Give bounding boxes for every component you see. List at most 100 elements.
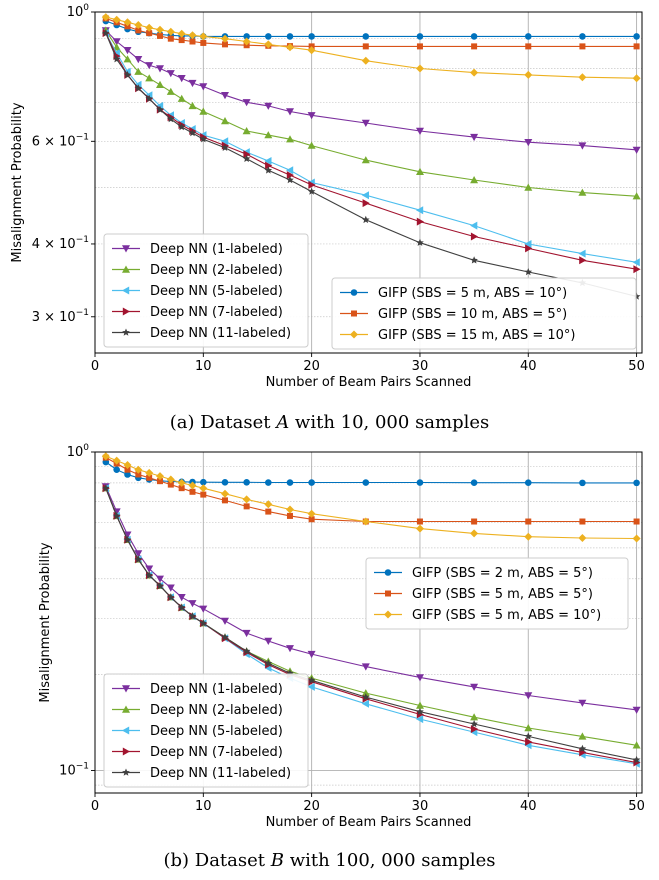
data-point	[264, 637, 273, 645]
data-point	[578, 744, 587, 752]
data-point	[361, 663, 370, 671]
legend-label: Deep NN (11-labeled)	[150, 326, 291, 341]
data-point	[265, 479, 272, 486]
data-point	[361, 56, 370, 65]
series-line	[105, 457, 637, 523]
data-point	[177, 478, 186, 487]
data-point	[102, 29, 110, 37]
data-point	[178, 37, 185, 44]
data-point	[286, 43, 294, 52]
data-point	[242, 127, 251, 135]
data-point	[470, 33, 478, 40]
data-point	[361, 156, 370, 164]
data-point	[470, 725, 479, 733]
data-point	[286, 505, 294, 514]
data-point	[221, 137, 229, 146]
data-point	[416, 127, 424, 135]
data-point	[221, 633, 229, 641]
data-point	[199, 32, 208, 41]
data-point	[124, 23, 131, 30]
data-point	[166, 70, 175, 78]
data-point	[264, 166, 273, 174]
data-point	[632, 192, 641, 200]
series-line	[105, 32, 637, 263]
data-point	[221, 92, 229, 100]
data-point	[199, 605, 208, 613]
data-point	[200, 39, 207, 46]
data-point	[112, 38, 121, 46]
data-point	[242, 629, 251, 638]
legend-center-right: GIFP (SBS = 2 m, ABS = 5°) GIFP (SBS = 5 …	[365, 557, 629, 630]
legend-marker	[122, 245, 130, 253]
data-point	[123, 55, 132, 63]
data-point	[221, 143, 229, 151]
caption-b-suffix: with 100, 000 samples	[283, 850, 496, 871]
data-point	[221, 497, 228, 504]
legend-box	[365, 557, 629, 630]
legend-lower-left: Deep NN (1-labeled) Deep NN (2-labeled) De…	[103, 233, 309, 348]
data-point	[307, 682, 315, 691]
legend-marker	[385, 590, 391, 597]
data-point	[632, 755, 641, 764]
data-point	[221, 479, 229, 486]
data-point	[416, 701, 424, 709]
data-point	[135, 471, 142, 478]
legend-marker	[350, 330, 358, 339]
caption-b-var: B	[270, 850, 284, 871]
x-tick-label: 40	[520, 359, 537, 374]
chart-b: 0 10 20 30 40 50 100 10−1 Number of Beam Pairs S…	[38, 443, 645, 830]
x-tick-label: 0	[91, 799, 99, 814]
data-point	[123, 70, 132, 79]
data-point	[264, 500, 273, 509]
data-point	[200, 478, 207, 486]
legend-marker	[351, 310, 357, 317]
data-point	[470, 683, 479, 691]
series-4	[102, 484, 641, 764]
data-point	[156, 478, 163, 485]
data-point	[633, 479, 640, 487]
series-line	[105, 461, 637, 484]
series-line	[105, 30, 637, 197]
data-point	[199, 83, 208, 91]
data-point	[362, 693, 370, 701]
y-axis-label: Misalignment Probability	[38, 542, 53, 702]
data-point	[470, 479, 478, 486]
legend-marker	[122, 307, 130, 316]
data-point	[470, 529, 479, 538]
legend-marker	[384, 610, 392, 619]
data-point	[633, 518, 640, 525]
legend-marker	[384, 569, 392, 576]
data-point	[632, 74, 641, 83]
caption-b-prefix: (b) Dataset	[163, 850, 271, 871]
data-point	[416, 33, 424, 40]
data-point	[167, 35, 174, 42]
x-tick-label: 10	[195, 359, 212, 374]
data-point	[307, 141, 316, 149]
data-point	[243, 33, 250, 40]
data-point	[166, 584, 175, 592]
series-0	[101, 483, 641, 714]
y-tick-label: 100	[67, 3, 90, 20]
data-point	[524, 70, 533, 79]
data-point	[633, 265, 641, 274]
data-point	[525, 737, 533, 746]
series-line	[105, 30, 637, 151]
data-point	[361, 191, 369, 200]
series-0	[101, 27, 641, 154]
data-point	[199, 484, 208, 493]
data-point	[416, 43, 423, 50]
data-point	[470, 713, 479, 721]
data-point	[633, 43, 640, 50]
data-point	[524, 268, 533, 276]
data-point	[112, 55, 121, 63]
data-point	[264, 131, 273, 139]
data-point	[307, 509, 316, 518]
data-point	[265, 161, 273, 170]
data-point	[243, 503, 250, 510]
data-point	[134, 555, 143, 563]
data-point	[156, 80, 164, 88]
legend-label: Deep NN (5-labeled)	[150, 284, 283, 299]
data-point	[134, 550, 143, 558]
data-point	[632, 706, 641, 714]
data-point	[416, 674, 424, 682]
